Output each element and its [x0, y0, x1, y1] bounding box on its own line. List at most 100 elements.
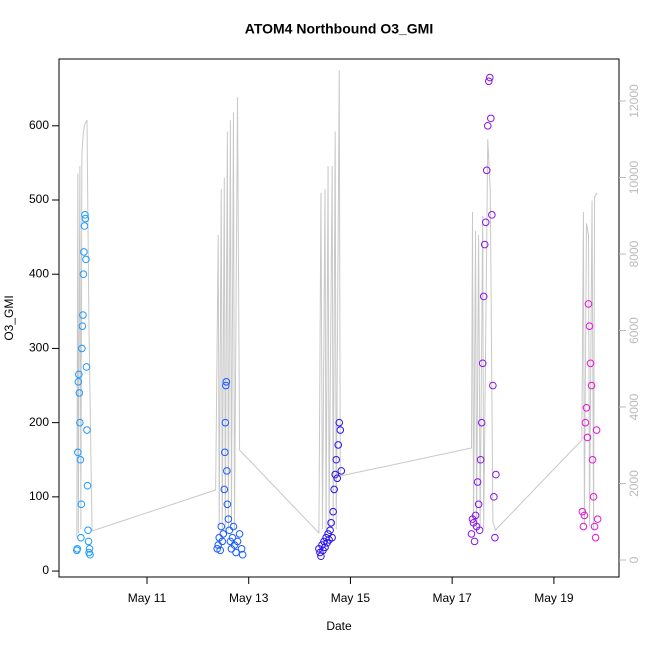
data-point [217, 522, 226, 531]
x-axis-label: Date [326, 619, 352, 633]
data-point [321, 543, 329, 552]
data-point [78, 344, 86, 353]
data-point [74, 378, 83, 386]
data-point [588, 455, 597, 464]
data-point [80, 222, 89, 230]
data-point [336, 426, 345, 434]
data-point [332, 455, 341, 464]
data-point [81, 211, 89, 219]
data-point [328, 533, 336, 542]
data-point [488, 211, 496, 219]
data-point [219, 530, 228, 538]
data-point [585, 322, 594, 330]
data-point [476, 455, 485, 464]
y2-tick-label: 6000 [627, 317, 641, 344]
data-point [335, 418, 344, 427]
data-point [77, 500, 86, 509]
data-point [330, 485, 338, 494]
data-point [82, 255, 90, 264]
data-point [222, 381, 230, 390]
data-point [85, 544, 94, 553]
data-point [492, 470, 500, 479]
data-point [326, 526, 334, 535]
data-point [84, 537, 93, 546]
data-point [223, 500, 232, 509]
data-point [478, 359, 487, 368]
data-point [77, 533, 85, 542]
data-point [482, 166, 491, 175]
data-point [329, 507, 337, 516]
y2-tick-label: 4000 [627, 393, 641, 420]
y2-tick-label: 10000 [627, 160, 641, 194]
data-point [223, 467, 231, 475]
data-point [75, 370, 83, 379]
data-point [82, 363, 91, 371]
data-point [218, 537, 227, 546]
data-point [84, 526, 92, 535]
data-point [220, 485, 229, 494]
data-point [591, 533, 600, 542]
data-point [480, 240, 489, 249]
data-point [79, 270, 88, 279]
data-point [474, 500, 483, 509]
data-point [221, 448, 229, 457]
x-tick-label: May 13 [229, 591, 269, 605]
data-point [483, 121, 492, 130]
data-point [86, 550, 94, 559]
data-point [221, 418, 230, 427]
data-point [81, 214, 90, 223]
data-point [473, 478, 482, 486]
data-point [475, 526, 484, 535]
data-point [233, 537, 242, 546]
data-point [578, 507, 587, 516]
y2-tick-label: 8000 [627, 240, 641, 267]
data-point [590, 522, 599, 531]
x-tick-label: May 17 [432, 591, 472, 605]
data-point [586, 359, 595, 368]
data-point [486, 73, 494, 82]
data-point [73, 544, 82, 553]
data-point [78, 322, 87, 330]
data-point [334, 441, 343, 449]
data-point [79, 311, 87, 319]
chart-title: ATOM4 Northbound O3_GMI [245, 21, 433, 37]
y-tick-label: 400 [29, 266, 49, 280]
data-point [579, 522, 588, 531]
data-point [83, 426, 91, 434]
data-point [83, 481, 92, 490]
data-point [235, 530, 244, 538]
data-point [333, 474, 342, 483]
data-point [224, 515, 233, 523]
y-tick-label: 200 [29, 415, 49, 429]
data-point [337, 467, 346, 475]
data-point [490, 493, 498, 501]
x-tick-label: May 11 [128, 591, 167, 605]
data-point [76, 418, 84, 427]
data-point [580, 511, 589, 520]
altitude-line [76, 70, 598, 538]
data-point [75, 389, 84, 397]
y-tick-label: 300 [29, 341, 49, 355]
data-point [331, 470, 339, 479]
data-point [487, 114, 495, 123]
data-point [479, 292, 488, 301]
data-point [481, 218, 490, 227]
data-point [237, 544, 246, 553]
plot-frame [58, 58, 620, 578]
y2-tick-label: 12000 [627, 84, 641, 118]
y-tick-label: 500 [29, 192, 49, 206]
data-point [74, 448, 82, 457]
data-point [582, 403, 591, 412]
data-point [470, 537, 479, 546]
y2-tick-label: 2000 [627, 470, 641, 497]
data-point [222, 378, 231, 386]
y-tick-label: 0 [42, 563, 49, 577]
x-tick-label: May 19 [534, 591, 574, 605]
data-point [581, 418, 590, 427]
data-point [491, 533, 499, 542]
data-point [587, 381, 596, 390]
data-point [467, 530, 476, 538]
y-axis-label: O3_GMI [2, 295, 16, 340]
y-tick-label: 600 [29, 118, 49, 132]
